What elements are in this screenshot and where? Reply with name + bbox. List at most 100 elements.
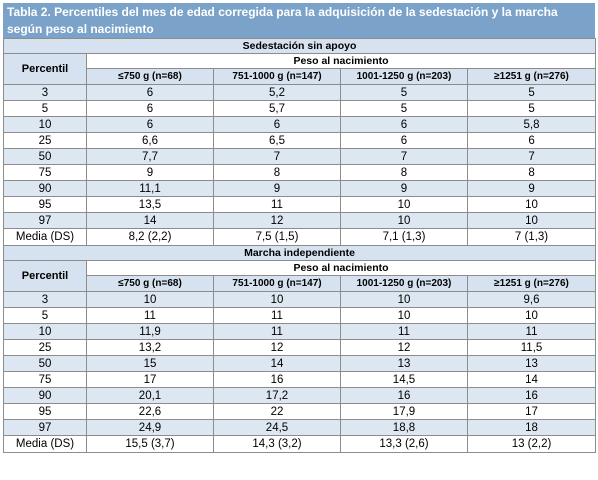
value-cell: 18	[466, 419, 597, 436]
value-cell: 22,6	[86, 403, 214, 420]
value-cell: 16	[340, 387, 468, 404]
column-header: 1001-1250 g (n=203)	[340, 68, 468, 85]
percentil-cell: 10	[3, 323, 87, 340]
media-value: 14,3 (3,2)	[213, 435, 341, 453]
table-row: 97 24,9 24,5 18,8 18	[3, 419, 597, 436]
column-header: ≥1251 g (n=276)	[466, 275, 597, 292]
table-row: 5 6 5,7 5 5	[3, 100, 597, 117]
table-row: 25 6,6 6,5 6 6	[3, 132, 597, 149]
value-cell: 11	[213, 196, 341, 213]
value-cell: 11,9	[86, 323, 214, 340]
column-header: ≤750 g (n=68)	[86, 275, 214, 292]
value-cell: 7	[466, 148, 597, 165]
percentil-cell: 3	[3, 291, 87, 308]
percentil-cell: 97	[3, 212, 87, 229]
value-cell: 15	[86, 355, 214, 372]
media-value: 13 (2,2)	[466, 435, 597, 453]
value-cell: 12	[213, 339, 341, 356]
media-value: 7,1 (1,3)	[340, 228, 468, 246]
value-cell: 14	[86, 212, 214, 229]
table-row: 10 11,9 11 11 11	[3, 323, 597, 340]
media-row: Media (DS) 8,2 (2,2) 7,5 (1,5) 7,1 (1,3) 7 (…	[3, 228, 597, 246]
value-cell: 6	[86, 116, 214, 133]
value-cell: 17,2	[213, 387, 341, 404]
value-cell: 6	[86, 100, 214, 117]
value-cell: 20,1	[86, 387, 214, 404]
value-cell: 10	[213, 291, 341, 308]
percentil-cell: 90	[3, 180, 87, 197]
value-cell: 22	[213, 403, 341, 420]
value-cell: 5	[466, 100, 597, 117]
table-title: Tabla 2. Percentiles del mes de edad cor…	[3, 3, 595, 38]
value-cell: 5,8	[466, 116, 597, 133]
percentil-cell: 3	[3, 84, 87, 101]
value-cell: 11	[213, 323, 341, 340]
value-cell: 6	[340, 132, 468, 149]
media-label: Media (DS)	[3, 435, 87, 453]
percentil-cell: 75	[3, 164, 87, 181]
peso-header: Peso al nacimiento	[85, 53, 597, 69]
percentil-cell: 95	[3, 196, 87, 213]
value-cell: 6	[86, 84, 214, 101]
table-row: 75 17 16 14,5 14	[3, 371, 597, 388]
value-cell: 14,5	[340, 371, 468, 388]
table-row: 97 14 12 10 10	[3, 212, 597, 229]
column-header-row: ≤750 g (n=68) 751-1000 g (n=147) 1001-1250…	[4, 68, 597, 85]
value-cell: 10	[466, 212, 597, 229]
table-row: 3 6 5,2 5 5	[3, 84, 597, 101]
value-cell: 5	[340, 84, 468, 101]
percentil-cell: 75	[3, 371, 87, 388]
table-row: 75 9 8 8 8	[3, 164, 597, 181]
value-cell: 10	[340, 291, 468, 308]
table-row: 25 13,2 12 12 11,5	[3, 339, 597, 356]
value-cell: 5	[466, 84, 597, 101]
value-cell: 8	[466, 164, 597, 181]
value-cell: 16	[466, 387, 597, 404]
value-cell: 5	[340, 100, 468, 117]
header-row: Percentil Peso al nacimiento	[3, 260, 597, 292]
table-row: 50 7,7 7 7 7	[3, 148, 597, 165]
value-cell: 5,7	[213, 100, 341, 117]
percentil-cell: 5	[3, 307, 87, 324]
value-cell: 12	[213, 212, 341, 229]
value-cell: 13	[340, 355, 468, 372]
value-cell: 11,5	[466, 339, 597, 356]
value-cell: 11	[213, 307, 341, 324]
value-cell: 18,8	[340, 419, 468, 436]
column-header: ≥1251 g (n=276)	[466, 68, 597, 85]
value-cell: 11	[86, 307, 214, 324]
table-row: 90 11,1 9 9 9	[3, 180, 597, 197]
value-cell: 10	[466, 196, 597, 213]
value-cell: 10	[86, 291, 214, 308]
value-cell: 14	[213, 355, 341, 372]
value-cell: 9	[466, 180, 597, 197]
value-cell: 17,9	[340, 403, 468, 420]
percentile-table: Sedestación sin apoyo Percentil Peso al na…	[2, 38, 597, 453]
value-cell: 6	[213, 116, 341, 133]
percentil-header: Percentil	[3, 260, 87, 292]
table-container: Tabla 2. Percentiles del mes de edad cor…	[2, 3, 597, 453]
column-header-row: ≤750 g (n=68) 751-1000 g (n=147) 1001-1250…	[4, 275, 597, 292]
table-row: 50 15 14 13 13	[3, 355, 597, 372]
percentil-cell: 5	[3, 100, 87, 117]
value-cell: 13,5	[86, 196, 214, 213]
value-cell: 6	[466, 132, 597, 149]
media-label: Media (DS)	[3, 228, 87, 246]
value-cell: 5,2	[213, 84, 341, 101]
value-cell: 13,2	[86, 339, 214, 356]
table-row: 3 10 10 10 9,6	[3, 291, 597, 308]
table-row: 95 22,6 22 17,9 17	[3, 403, 597, 420]
media-value: 15,5 (3,7)	[86, 435, 214, 453]
percentil-cell: 97	[3, 419, 87, 436]
section-title: Sedestación sin apoyo	[2, 38, 597, 54]
value-cell: 10	[340, 212, 468, 229]
column-header: 751-1000 g (n=147)	[213, 275, 341, 292]
value-cell: 24,9	[86, 419, 214, 436]
value-cell: 14	[466, 371, 597, 388]
value-cell: 7	[213, 148, 341, 165]
value-cell: 10	[466, 307, 597, 324]
value-cell: 9	[86, 164, 214, 181]
value-cell: 9,6	[466, 291, 597, 308]
value-cell: 9	[340, 180, 468, 197]
peso-header: Peso al nacimiento	[85, 260, 597, 276]
